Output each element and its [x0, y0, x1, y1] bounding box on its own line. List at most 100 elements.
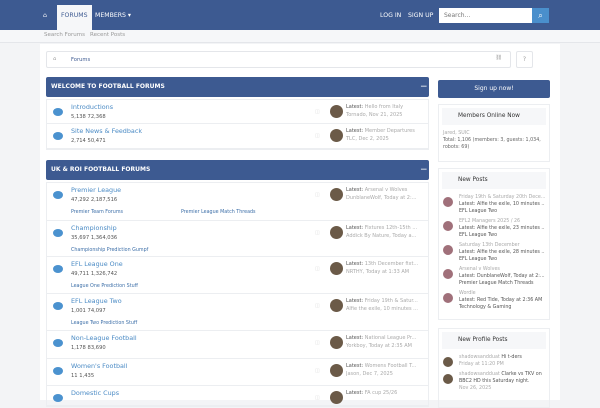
avatar[interactable]: [330, 188, 343, 201]
rss-icon[interactable]: ◫: [315, 109, 320, 115]
latest-thread[interactable]: Womens Football T...: [364, 363, 417, 369]
avatar[interactable]: [330, 299, 343, 312]
profile-user[interactable]: shadowsandduat: [459, 355, 500, 360]
post-title[interactable]: Saturday 13th December: [459, 243, 520, 248]
subforum-link[interactable]: Premier Team Forums: [71, 210, 123, 215]
rss-icon[interactable]: ◫: [315, 368, 320, 374]
tab-forums[interactable]: FORUMS: [57, 5, 92, 30]
post-forum[interactable]: EFL League Two: [459, 233, 498, 238]
subforum-link[interactable]: League One Prediction Stuff: [71, 284, 138, 289]
avatar[interactable]: [443, 245, 453, 255]
search-icon[interactable]: ⌕: [532, 8, 549, 23]
latest-thread[interactable]: FA cup 25/26: [364, 390, 398, 396]
breadcrumb-forums[interactable]: Forums: [71, 57, 91, 63]
avatar[interactable]: [443, 293, 453, 303]
avatar[interactable]: [443, 197, 453, 207]
login-link[interactable]: LOG IN: [380, 12, 402, 19]
latest-thread[interactable]: Arsenal v Wolves: [364, 187, 408, 193]
rss-icon[interactable]: ◫: [315, 340, 320, 346]
collapse-toggle[interactable]: −: [420, 165, 428, 175]
latest-meta: Alfie the exile, 10 minutes ...: [346, 305, 418, 312]
post-title[interactable]: Wordle: [459, 291, 476, 296]
avatar[interactable]: [330, 391, 343, 404]
post-forum[interactable]: EFL League Two: [459, 209, 498, 214]
forum-title[interactable]: Site News & Feedback: [71, 127, 143, 135]
profile-post-item: shadowsandduat Clarke vs TKV on BBC2 HD …: [443, 371, 545, 392]
avatar[interactable]: [443, 269, 453, 279]
latest-label: Latest:: [346, 261, 364, 267]
subforum-link[interactable]: League Two Prediction Stuff: [71, 321, 138, 326]
new-post-item[interactable]: EFL2 Managers 2025 / 26 Latest: Alfie the…: [443, 218, 545, 239]
rss-icon[interactable]: ◫: [315, 133, 320, 139]
sign-up-button[interactable]: Sign up now!: [438, 80, 550, 98]
rss-icon[interactable]: ◫: [315, 395, 320, 401]
post-title[interactable]: Arsenal v Wolves: [459, 267, 500, 272]
recent-posts-link[interactable]: Recent Posts: [90, 32, 126, 38]
forum-title[interactable]: EFL League Two: [71, 297, 122, 305]
messages-count: 50,471: [87, 138, 106, 144]
avatar[interactable]: [330, 364, 343, 377]
new-post-item[interactable]: Saturday 13th December Latest: Alfie the …: [443, 242, 545, 263]
top-nav: ⌂ FORUMS MEMBERS ▾ LOG IN SIGN UP ⌕: [0, 0, 600, 30]
avatar[interactable]: [330, 129, 343, 142]
forum-title[interactable]: Championship: [71, 224, 117, 232]
forum-title[interactable]: Introductions: [71, 103, 114, 111]
latest-thread[interactable]: Fixtures 12th-15th ...: [364, 225, 418, 231]
latest-meta: Jason, Dec 7, 2025: [346, 370, 393, 377]
collapse-toggle[interactable]: −: [420, 82, 428, 92]
sitemap-icon[interactable]: ⛓: [495, 55, 502, 61]
subforum-link[interactable]: Premier League Match Threads: [181, 210, 256, 215]
forum-title[interactable]: Women's Football: [71, 362, 128, 370]
rss-icon[interactable]: ◫: [315, 192, 320, 198]
avatar[interactable]: [443, 221, 453, 231]
avatar[interactable]: [330, 262, 343, 275]
latest-meta: Tornado, Nov 21, 2025: [346, 111, 403, 118]
category-header[interactable]: UK & ROI FOOTBALL FORUMS: [46, 160, 429, 180]
avatar[interactable]: [330, 105, 343, 118]
home-icon[interactable]: ⌂: [43, 12, 47, 19]
new-post-item[interactable]: Wordle Latest: Red Tide, Today at 2:36 AM…: [443, 290, 545, 311]
profile-user[interactable]: shadowsandduat: [459, 372, 500, 377]
category-header[interactable]: WELCOME TO FOOTBALL FORUMS: [46, 77, 429, 97]
latest-thread[interactable]: Member Departures: [364, 128, 415, 134]
post-title[interactable]: Friday 19th & Saturday 20th Dece...: [459, 195, 545, 200]
forum-row: EFL League One 49,711 1,326,742 League One…: [47, 257, 428, 294]
signup-link[interactable]: SIGN UP: [408, 12, 434, 19]
subforum-link[interactable]: Championship Prediction Gumpf: [71, 248, 149, 253]
avatar[interactable]: [330, 226, 343, 239]
avatar[interactable]: [443, 374, 453, 384]
post-title[interactable]: EFL2 Managers 2025 / 26: [459, 219, 521, 224]
forum-title[interactable]: Premier League: [71, 186, 122, 194]
rss-icon[interactable]: ◫: [315, 230, 320, 236]
tab-members[interactable]: MEMBERS ▾: [95, 12, 132, 19]
help-icon[interactable]: ?: [516, 51, 533, 68]
forum-title[interactable]: Non-League Football: [71, 334, 137, 342]
latest-thread[interactable]: 13th December fixt...: [364, 261, 419, 267]
latest-label: Latest:: [346, 335, 364, 341]
search-input[interactable]: [439, 8, 532, 23]
latest-thread[interactable]: National League Pr...: [364, 335, 417, 341]
online-members[interactable]: Jared, SUIC: [443, 131, 470, 136]
home-icon[interactable]: ⌂: [53, 56, 57, 62]
new-post-item[interactable]: Friday 19th & Saturday 20th Dece... Lates…: [443, 194, 545, 215]
post-forum[interactable]: Technology & Gaming: [459, 305, 512, 310]
latest-thread[interactable]: Hello from Italy: [364, 104, 404, 110]
new-post-item[interactable]: Arsenal v Wolves Latest: DunblaneWolf, To…: [443, 266, 545, 287]
rss-icon[interactable]: ◫: [315, 303, 320, 309]
avatar[interactable]: [330, 336, 343, 349]
latest-meta: NRTHY, Today at 1:33 AM: [346, 268, 410, 275]
forum-title[interactable]: EFL League One: [71, 260, 123, 268]
profile-message: Clarke vs TKV on BBC2 HD this Saturday n…: [459, 372, 542, 384]
latest-meta: Addick By Nature, Today a...: [346, 232, 417, 239]
avatar[interactable]: [443, 357, 453, 367]
post-forum[interactable]: EFL League Two: [459, 257, 498, 262]
latest-line: Latest: Friday 19th & Satur...: [346, 298, 426, 306]
search-forums-link[interactable]: Search Forums: [44, 32, 85, 38]
rss-icon[interactable]: ◫: [315, 266, 320, 272]
latest-thread[interactable]: Friday 19th & Satur...: [364, 298, 418, 304]
forum-chat-icon: [53, 108, 63, 116]
forum-title[interactable]: Domestic Cups: [71, 389, 120, 397]
messages-count: 1,435: [79, 373, 95, 379]
forum-row: Women's Football 11 1,435 ◫ Latest: Womens …: [47, 359, 428, 386]
post-forum[interactable]: Premier League Match Threads: [459, 281, 534, 286]
